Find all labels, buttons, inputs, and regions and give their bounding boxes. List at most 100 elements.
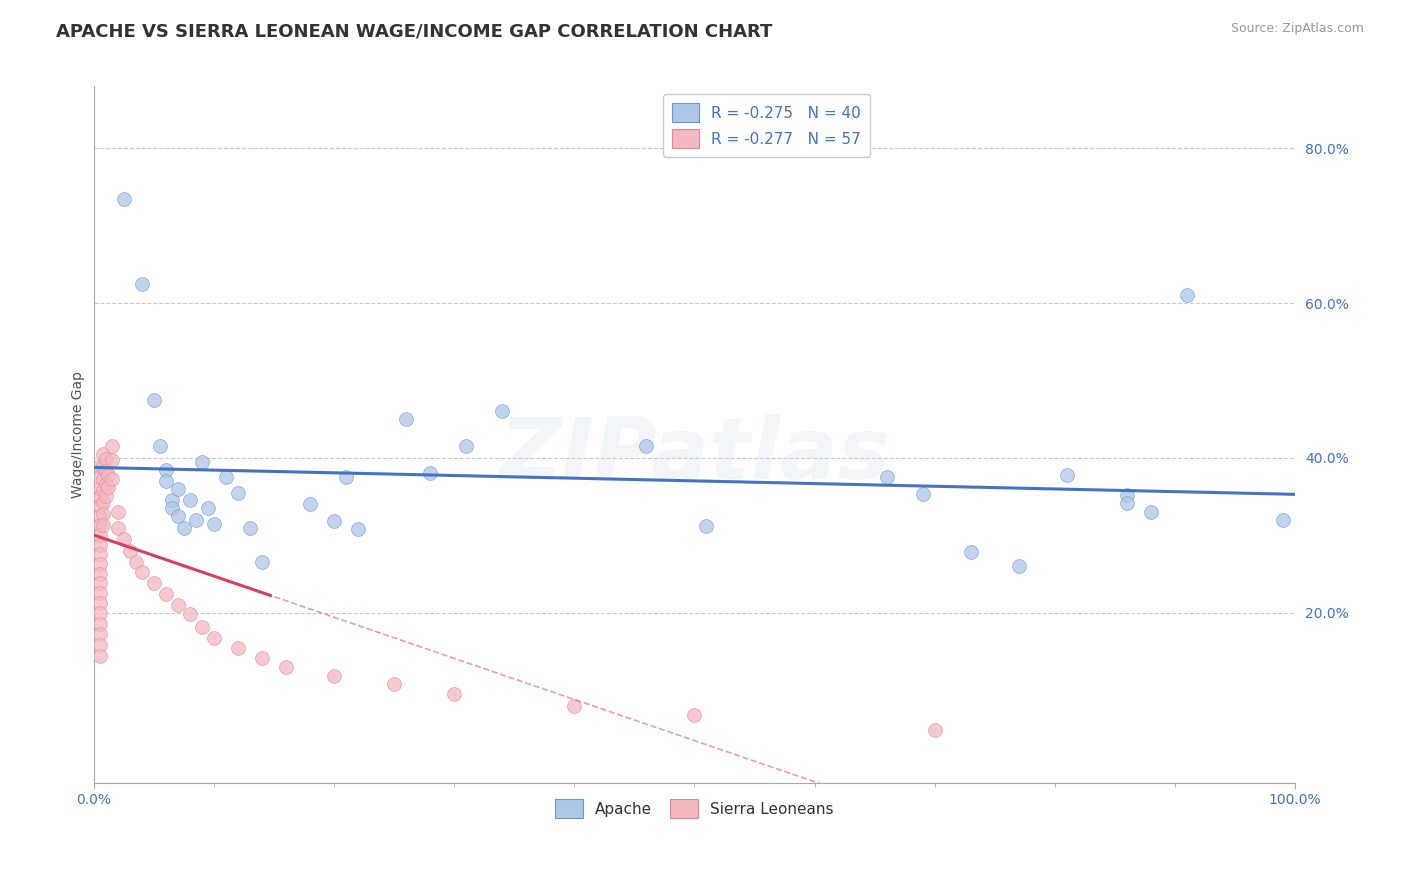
- Point: [160, 493, 183, 508]
- Text: APACHE VS SIERRA LEONEAN WAGE/INCOME GAP CORRELATION CHART: APACHE VS SIERRA LEONEAN WAGE/INCOME GAP…: [56, 22, 773, 40]
- Point: [149, 439, 172, 453]
- Text: Source: ZipAtlas.com: Source: ZipAtlas.com: [1230, 22, 1364, 36]
- Point: [443, 687, 465, 701]
- Point: [131, 566, 153, 580]
- Point: [382, 677, 405, 691]
- Point: [1008, 559, 1031, 574]
- Point: [197, 501, 219, 516]
- Point: [124, 556, 146, 570]
- Point: [1116, 496, 1139, 510]
- Point: [97, 480, 120, 494]
- Point: [250, 556, 273, 570]
- Point: [166, 482, 188, 496]
- Point: [239, 520, 262, 534]
- Point: [89, 627, 111, 641]
- Point: [89, 490, 111, 504]
- Point: [94, 489, 117, 503]
- Point: [89, 547, 111, 561]
- Point: [91, 483, 114, 498]
- Point: [89, 458, 111, 473]
- Point: [322, 669, 344, 683]
- Point: [91, 507, 114, 521]
- Point: [274, 660, 297, 674]
- Point: [89, 557, 111, 571]
- Point: [89, 606, 111, 620]
- Point: [89, 638, 111, 652]
- Point: [155, 474, 177, 488]
- Point: [91, 472, 114, 486]
- Point: [112, 192, 135, 206]
- Point: [419, 467, 441, 481]
- Point: [298, 497, 321, 511]
- Point: [97, 467, 120, 482]
- Point: [1116, 488, 1139, 502]
- Point: [190, 455, 212, 469]
- Point: [94, 452, 117, 467]
- Point: [322, 515, 344, 529]
- Point: [347, 522, 370, 536]
- Point: [142, 392, 165, 407]
- Point: [1272, 513, 1295, 527]
- Point: [491, 404, 513, 418]
- Point: [89, 470, 111, 484]
- Point: [94, 464, 117, 478]
- Point: [107, 520, 129, 534]
- Point: [202, 516, 225, 531]
- Point: [173, 520, 195, 534]
- Point: [215, 470, 238, 484]
- Point: [91, 518, 114, 533]
- Point: [335, 470, 357, 484]
- Point: [454, 439, 477, 453]
- Point: [1175, 288, 1198, 302]
- Point: [100, 453, 122, 467]
- Point: [107, 505, 129, 519]
- Point: [91, 460, 114, 475]
- Point: [959, 545, 981, 559]
- Point: [179, 493, 201, 508]
- Point: [89, 528, 111, 542]
- Point: [924, 723, 946, 738]
- Point: [202, 631, 225, 645]
- Point: [112, 532, 135, 546]
- Point: [89, 576, 111, 591]
- Point: [636, 439, 658, 453]
- Point: [1056, 467, 1078, 482]
- Point: [94, 477, 117, 491]
- Point: [89, 518, 111, 533]
- Point: [166, 508, 188, 523]
- Text: ZIPatlas: ZIPatlas: [499, 414, 890, 497]
- Point: [155, 462, 177, 476]
- Point: [91, 495, 114, 509]
- Point: [250, 650, 273, 665]
- Point: [89, 567, 111, 582]
- Point: [184, 513, 207, 527]
- Point: [160, 501, 183, 516]
- Y-axis label: Wage/Income Gap: Wage/Income Gap: [72, 371, 86, 499]
- Point: [89, 649, 111, 664]
- Point: [91, 447, 114, 461]
- Point: [100, 472, 122, 486]
- Point: [89, 597, 111, 611]
- Point: [100, 439, 122, 453]
- Legend: Apache, Sierra Leoneans: Apache, Sierra Leoneans: [550, 793, 839, 824]
- Point: [683, 707, 706, 722]
- Point: [131, 277, 153, 291]
- Point: [876, 469, 898, 483]
- Point: [89, 616, 111, 631]
- Point: [395, 412, 418, 426]
- Point: [226, 640, 249, 655]
- Point: [190, 620, 212, 634]
- Point: [118, 544, 141, 558]
- Point: [89, 482, 111, 496]
- Point: [166, 598, 188, 612]
- Point: [89, 586, 111, 600]
- Point: [695, 519, 717, 533]
- Point: [89, 499, 111, 513]
- Point: [89, 538, 111, 552]
- Point: [1140, 505, 1163, 519]
- Point: [155, 587, 177, 601]
- Point: [226, 485, 249, 500]
- Point: [179, 607, 201, 622]
- Point: [89, 508, 111, 523]
- Point: [911, 487, 934, 501]
